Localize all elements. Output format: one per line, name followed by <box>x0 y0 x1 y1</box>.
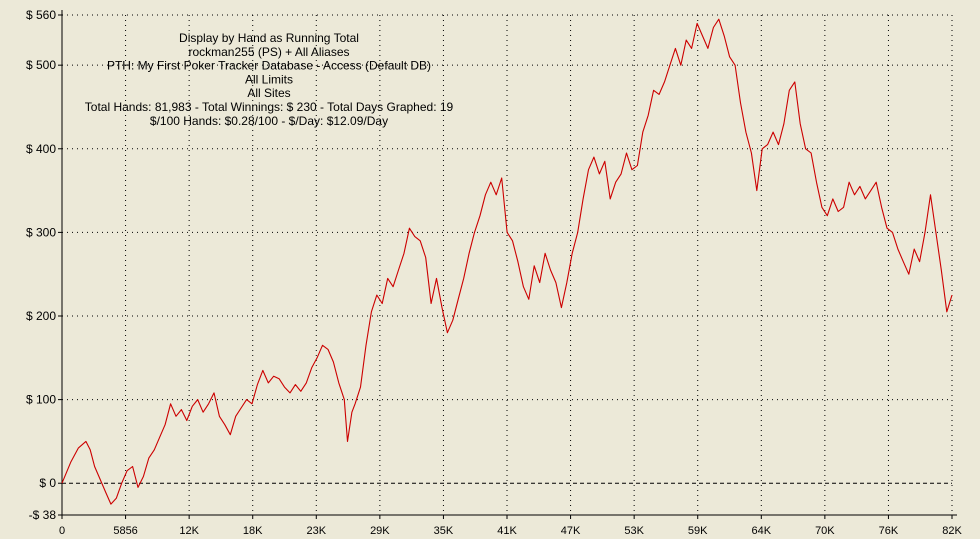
x-tick-label: 82K <box>942 525 962 537</box>
x-tick-label: 0 <box>59 525 65 537</box>
x-tick-label: 59K <box>688 525 708 537</box>
y-tick-label: $ 300 <box>26 225 56 239</box>
x-axis-ticks: 0 5856 12K 18K 23K 29K 35K 41K 47K 53K 59K 64K 70K 76… <box>59 515 962 537</box>
y-axis-ticks: $ 560 $ 500 $ 400 $ 300 $ 200 $ 100 $ 0 -$ 38 <box>26 8 62 522</box>
info-line: All Limits <box>245 72 293 86</box>
y-tick-label: -$ 38 <box>29 508 57 522</box>
x-tick-label: 29K <box>370 525 390 537</box>
x-tick-label: 53K <box>624 525 644 537</box>
x-tick-label: 64K <box>752 525 772 537</box>
info-line: Display by Hand as Running Total <box>179 31 359 45</box>
info-line: rockman255 (PS) + All Aliases <box>188 45 349 59</box>
y-tick-label: $ 200 <box>26 309 56 323</box>
y-tick-label: $ 560 <box>26 8 56 22</box>
x-tick-label: 23K <box>306 525 326 537</box>
series-line <box>61 18 953 505</box>
x-tick-label: 18K <box>243 525 263 537</box>
info-line: All Sites <box>247 86 290 100</box>
x-tick-label: 47K <box>561 525 581 537</box>
y-tick-label: $ 100 <box>26 393 56 407</box>
y-tick-label: $ 400 <box>26 142 56 156</box>
x-tick-label: 35K <box>434 525 454 537</box>
x-tick-label: 76K <box>879 525 899 537</box>
axes <box>61 10 957 516</box>
info-line: $/100 Hands: $0.28/100 - $/Day: $12.09/D… <box>150 114 388 128</box>
info-line: PTH: My First Poker Tracker Database - A… <box>107 59 431 73</box>
series-group <box>61 18 953 505</box>
info-line: Total Hands: 81,983 - Total Winnings: $ … <box>85 100 454 114</box>
y-tick-label: $ 500 <box>26 58 56 72</box>
x-tick-label: 41K <box>497 525 517 537</box>
chart-info-text: Display by Hand as Running Totalrockman2… <box>85 31 454 128</box>
x-tick-label: 5856 <box>113 525 137 537</box>
x-tick-label: 12K <box>179 525 199 537</box>
y-tick-label: $ 0 <box>39 476 56 490</box>
x-tick-label: 70K <box>815 525 835 537</box>
